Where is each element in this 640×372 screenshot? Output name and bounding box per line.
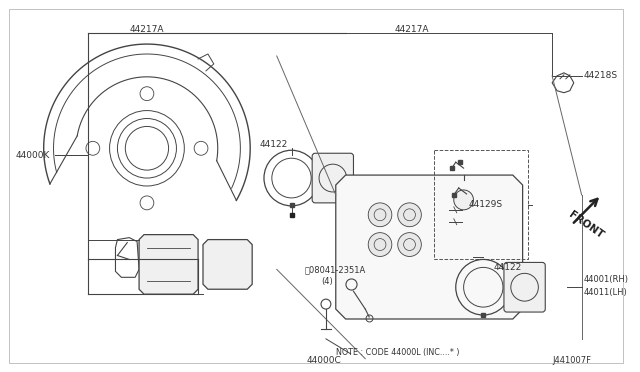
Text: 44217A: 44217A	[129, 25, 164, 34]
Text: 44001(RH): 44001(RH)	[584, 275, 628, 284]
Circle shape	[397, 232, 421, 256]
Text: J441007F: J441007F	[552, 356, 591, 365]
Text: FRONT: FRONT	[567, 209, 605, 241]
Polygon shape	[203, 240, 252, 289]
FancyBboxPatch shape	[312, 153, 353, 203]
Circle shape	[368, 203, 392, 227]
Circle shape	[368, 232, 392, 256]
Text: (4): (4)	[321, 277, 333, 286]
Text: 44217A: 44217A	[395, 25, 429, 34]
FancyBboxPatch shape	[504, 262, 545, 312]
Text: 44122: 44122	[260, 140, 288, 149]
Text: 44129S: 44129S	[469, 201, 503, 209]
Text: ゃ08041-2351A: ゃ08041-2351A	[304, 265, 365, 274]
Text: 44218S: 44218S	[584, 71, 618, 80]
Polygon shape	[139, 235, 198, 294]
Text: 44011(LH): 44011(LH)	[584, 288, 627, 297]
Circle shape	[454, 190, 474, 210]
Text: 44000C: 44000C	[307, 356, 341, 365]
Text: 44122: 44122	[493, 263, 522, 272]
Circle shape	[397, 203, 421, 227]
Polygon shape	[336, 175, 523, 319]
Text: NOTE : CODE 44000L (INC....* ): NOTE : CODE 44000L (INC....* )	[336, 348, 460, 357]
Text: 44000K: 44000K	[15, 151, 49, 160]
